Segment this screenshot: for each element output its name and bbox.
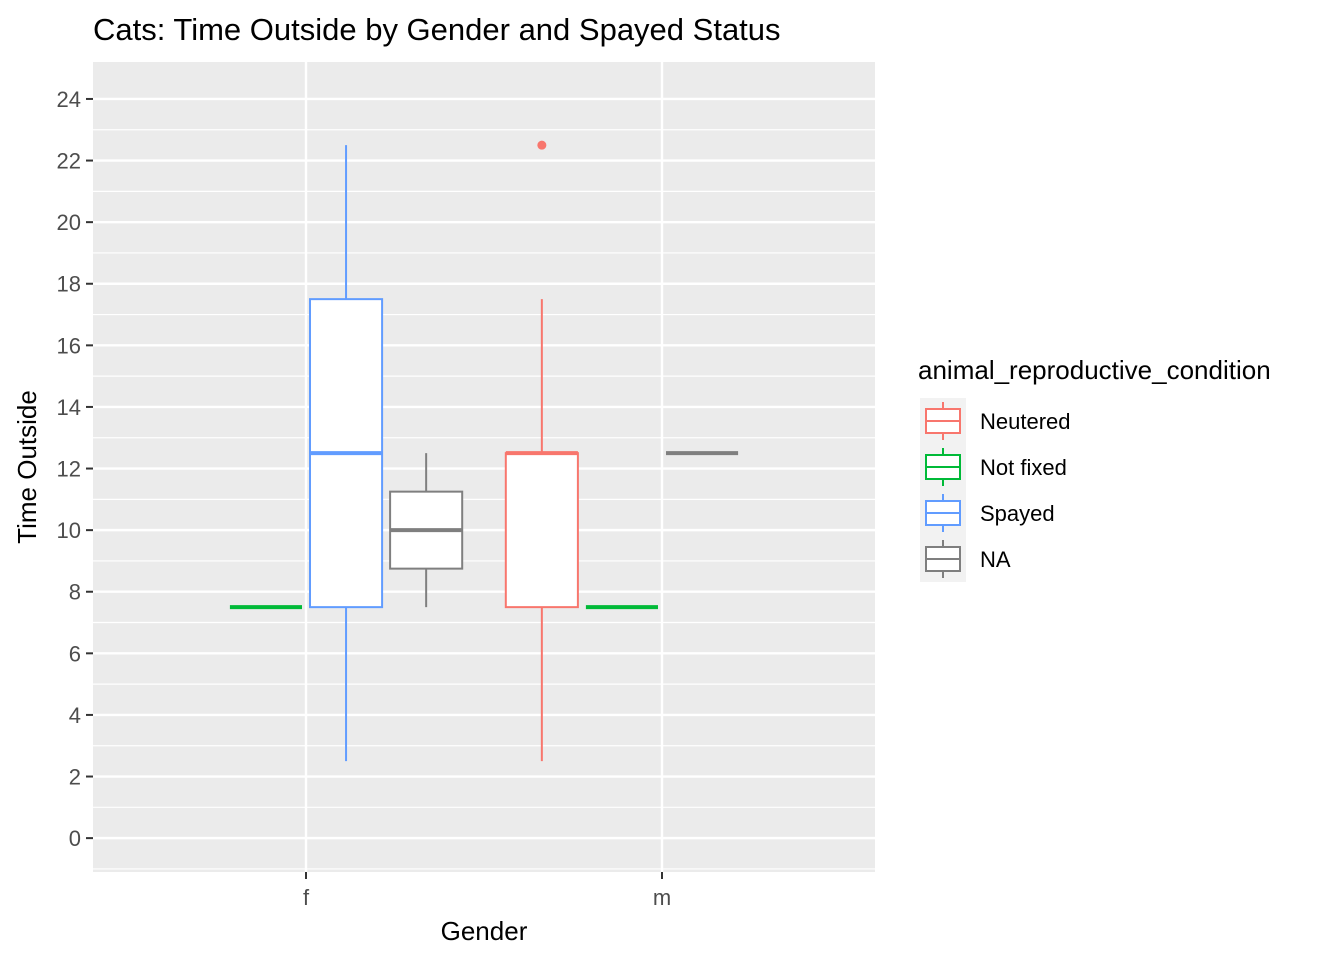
legend-label: Neutered bbox=[980, 409, 1071, 434]
y-tick-label: 4 bbox=[69, 703, 81, 728]
chart-title: Cats: Time Outside by Gender and Spayed … bbox=[93, 12, 781, 47]
legend-item-spayed: Spayed bbox=[920, 490, 1055, 536]
legend-title: animal_reproductive_condition bbox=[918, 355, 1271, 385]
y-tick-label: 0 bbox=[69, 826, 81, 851]
y-tick-label: 2 bbox=[69, 765, 81, 790]
legend-label: Spayed bbox=[980, 501, 1055, 526]
y-tick-label: 22 bbox=[57, 149, 81, 174]
plot-marks bbox=[229, 140, 739, 762]
y-tick-label: 20 bbox=[57, 210, 81, 235]
plot-panel bbox=[93, 62, 875, 872]
legend-item-not-fixed: Not fixed bbox=[920, 444, 1067, 490]
legend-label: Not fixed bbox=[980, 455, 1067, 480]
legend: animal_reproductive_condition Neutered No… bbox=[918, 355, 1271, 582]
legend-item-na: NA bbox=[920, 536, 1011, 582]
x-tick-label: f bbox=[303, 885, 310, 910]
x-tick-label: m bbox=[653, 885, 671, 910]
outlier-point bbox=[537, 140, 547, 150]
y-tick-label: 6 bbox=[69, 641, 81, 666]
y-tick-label: 16 bbox=[57, 333, 81, 358]
box-f-spayed bbox=[309, 145, 384, 762]
y-tick-label: 18 bbox=[57, 272, 81, 297]
legend-item-neutered: Neutered bbox=[920, 398, 1071, 444]
y-tick-label: 10 bbox=[57, 518, 81, 543]
legend-label: NA bbox=[980, 547, 1011, 572]
x-axis-title: Gender bbox=[441, 916, 528, 946]
box-f-na bbox=[389, 453, 464, 608]
box-m-neutered bbox=[504, 140, 579, 762]
box-body bbox=[504, 452, 579, 609]
y-tick-label: 24 bbox=[57, 87, 81, 112]
y-tick-label: 12 bbox=[57, 457, 81, 482]
y-axis-title: Time Outside bbox=[12, 390, 42, 544]
y-tick-label: 8 bbox=[69, 580, 81, 605]
y-tick-label: 14 bbox=[57, 395, 81, 420]
grid bbox=[93, 62, 875, 872]
